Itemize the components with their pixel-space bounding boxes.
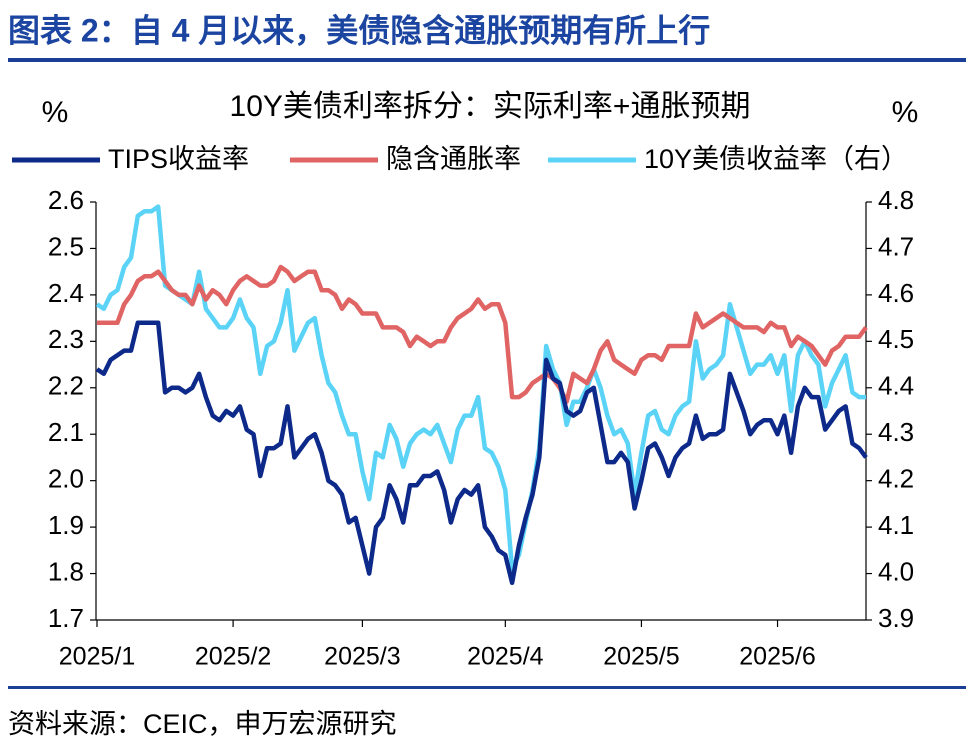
y-tick-label: 2.3 xyxy=(48,324,84,354)
page-title: 图表 2：自 4 月以来，美债隐含通胀预期有所上行 xyxy=(8,12,710,48)
x-tick-label: 2025/1 xyxy=(59,643,135,671)
y2-tick-label: 4.5 xyxy=(878,324,914,354)
y-tick-label: 1.7 xyxy=(48,603,84,633)
x-tick-label: 2025/6 xyxy=(739,643,815,671)
y-tick-label: 2.6 xyxy=(48,185,84,215)
y-tick-label: 2.1 xyxy=(48,417,84,447)
x-tick-label: 2025/3 xyxy=(324,643,400,671)
x-tick-label: 2025/4 xyxy=(467,643,544,671)
source-note: 资料来源：CEIC，申万宏源研究 xyxy=(8,709,397,739)
y2-axis-label: % xyxy=(892,96,919,129)
y2-tick-label: 3.9 xyxy=(878,603,914,633)
y-axis-label: % xyxy=(42,96,69,129)
y-tick-label: 1.9 xyxy=(48,510,84,540)
legend-label: 隐含通胀率 xyxy=(386,144,521,174)
y2-tick-label: 4.3 xyxy=(878,417,914,447)
title-rule xyxy=(8,58,966,62)
x-tick-label: 2025/2 xyxy=(195,643,271,671)
series-line xyxy=(95,320,868,586)
bottom-rule xyxy=(8,686,966,689)
y-tick-label: 2.0 xyxy=(48,464,84,494)
legend-label: 10Y美债收益率（右） xyxy=(644,144,908,174)
series-line xyxy=(95,204,866,572)
series-line xyxy=(97,264,868,404)
y-tick-label: 2.2 xyxy=(48,371,84,401)
y-tick-label: 2.5 xyxy=(48,231,84,261)
y2-tick-label: 4.1 xyxy=(878,510,914,540)
legend-label: TIPS收益率 xyxy=(108,144,249,174)
y-tick-label: 2.4 xyxy=(48,278,84,308)
y2-tick-label: 4.4 xyxy=(878,371,914,401)
y2-tick-label: 4.7 xyxy=(878,231,914,261)
y2-tick-label: 4.2 xyxy=(878,464,914,494)
x-tick-label: 2025/5 xyxy=(603,643,679,671)
y-tick-label: 1.8 xyxy=(48,556,84,586)
y2-tick-label: 4.0 xyxy=(878,556,914,586)
y2-tick-label: 4.8 xyxy=(878,185,914,215)
y2-tick-label: 4.6 xyxy=(878,278,914,308)
chart-title: 10Y美债利率拆分：实际利率+通胀预期 xyxy=(230,90,751,123)
